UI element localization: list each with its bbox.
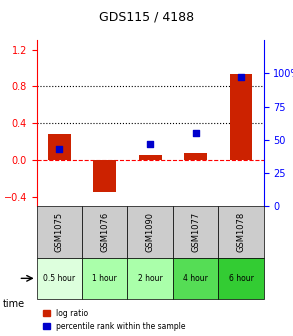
Bar [139,155,161,160]
Text: 0.5 hour: 0.5 hour [43,274,75,283]
Text: GSM1076: GSM1076 [100,212,109,252]
FancyBboxPatch shape [127,258,173,299]
Point [148,141,152,146]
Bar [93,160,116,192]
Text: GSM1077: GSM1077 [191,212,200,252]
Bar [48,134,71,160]
Text: GDS115 / 4188: GDS115 / 4188 [99,10,194,23]
FancyBboxPatch shape [173,206,218,258]
FancyBboxPatch shape [173,258,218,299]
FancyBboxPatch shape [82,206,127,258]
FancyBboxPatch shape [127,206,173,258]
Point [103,210,107,215]
Text: time: time [3,299,25,309]
Point [193,130,198,136]
Text: GSM1078: GSM1078 [236,212,246,252]
Text: 1 hour: 1 hour [92,274,117,283]
Text: 2 hour: 2 hour [138,274,163,283]
FancyBboxPatch shape [82,258,127,299]
FancyBboxPatch shape [218,258,264,299]
FancyBboxPatch shape [218,206,264,258]
Legend: log ratio, percentile rank within the sample: log ratio, percentile rank within the sa… [42,307,187,332]
Point [239,75,243,80]
Bar [184,154,207,160]
FancyBboxPatch shape [37,258,82,299]
Point [57,146,62,152]
Text: 4 hour: 4 hour [183,274,208,283]
Bar [230,74,252,160]
Text: 6 hour: 6 hour [229,274,253,283]
Text: GSM1090: GSM1090 [146,212,155,252]
Text: GSM1075: GSM1075 [55,212,64,252]
FancyBboxPatch shape [37,206,82,258]
